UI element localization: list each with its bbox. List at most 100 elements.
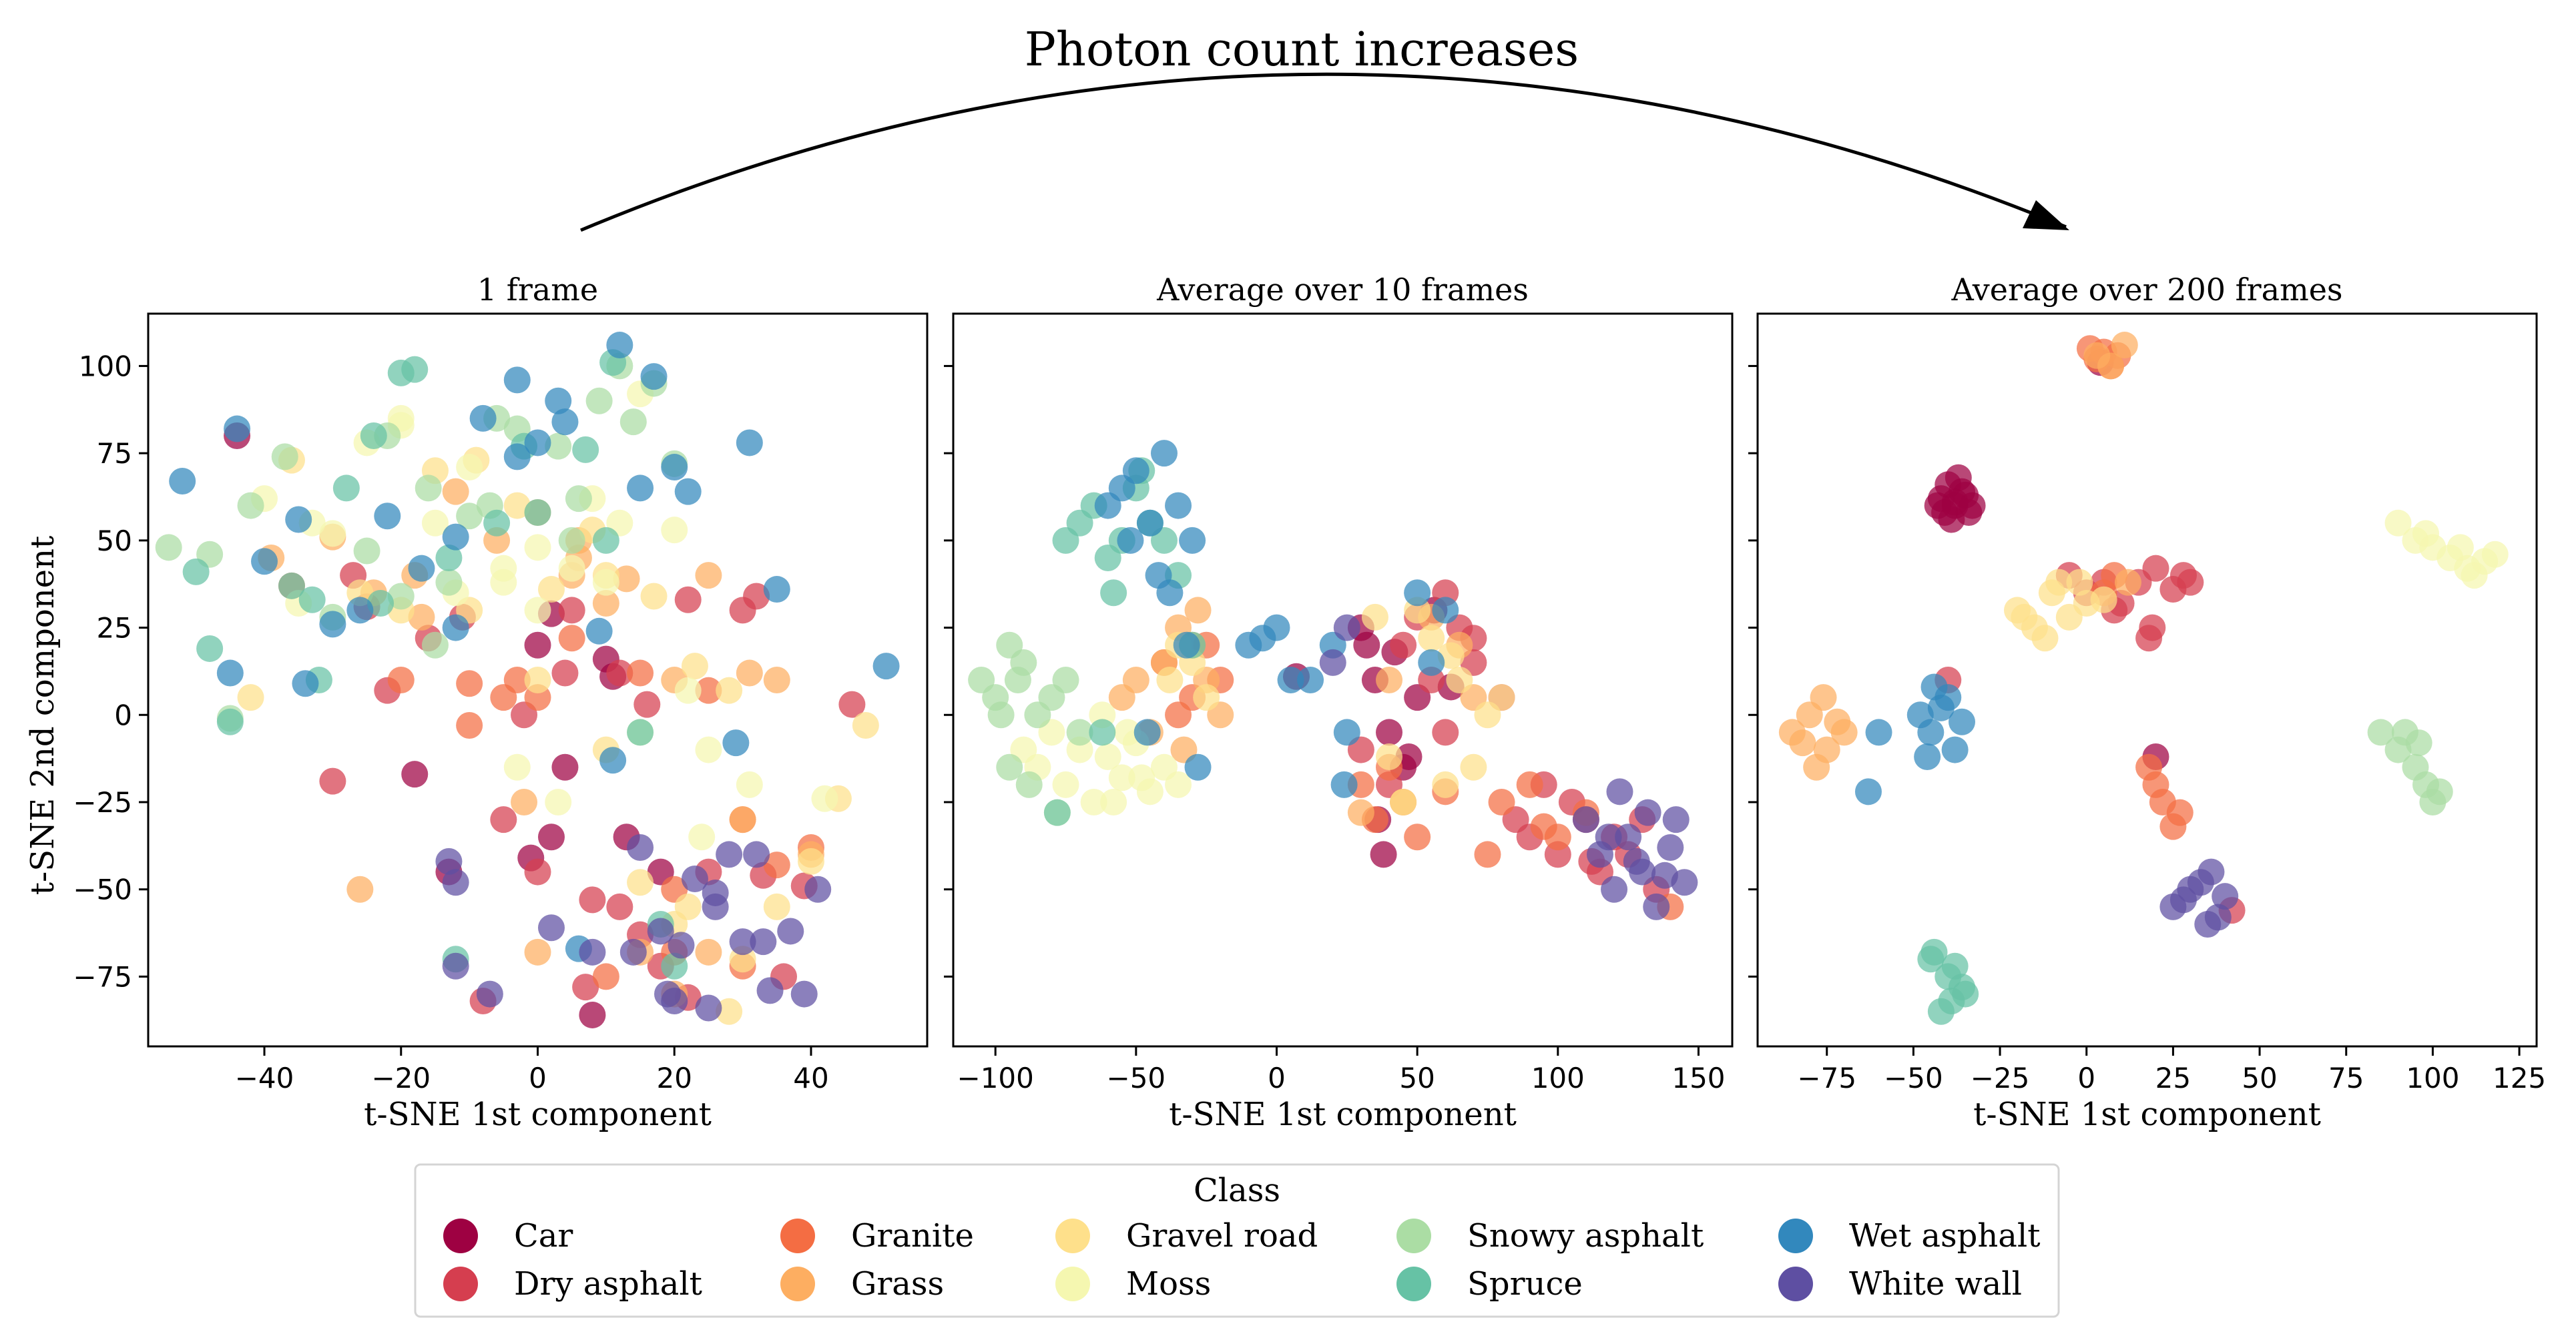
x-tick-label: 40 bbox=[793, 1062, 828, 1094]
data-point bbox=[537, 576, 565, 603]
x-tick-label: 0 bbox=[2077, 1062, 2095, 1094]
data-point bbox=[2111, 332, 2138, 359]
legend-title: Class bbox=[1194, 1172, 1280, 1209]
x-tick-label: 75 bbox=[2328, 1062, 2364, 1094]
data-point bbox=[1249, 625, 1276, 652]
data-point bbox=[524, 534, 551, 561]
data-point bbox=[1114, 719, 1141, 746]
data-point bbox=[332, 474, 360, 502]
data-point bbox=[729, 928, 756, 956]
data-point bbox=[421, 509, 449, 537]
data-point bbox=[169, 467, 196, 494]
data-point bbox=[1941, 736, 1969, 763]
data-point bbox=[1108, 764, 1135, 791]
data-point bbox=[1623, 848, 1650, 875]
data-point bbox=[2412, 520, 2440, 547]
data-point bbox=[1949, 708, 1976, 735]
data-point bbox=[216, 659, 244, 687]
data-point bbox=[838, 691, 866, 718]
points-group bbox=[968, 440, 1698, 920]
data-point bbox=[872, 653, 900, 680]
data-point bbox=[1390, 789, 1417, 815]
data-point bbox=[2045, 569, 2073, 596]
data-point bbox=[1516, 771, 1543, 798]
data-point bbox=[1100, 579, 1127, 607]
x-tick-label: 20 bbox=[657, 1062, 692, 1094]
data-point bbox=[442, 869, 469, 896]
data-point bbox=[804, 876, 832, 903]
data-point bbox=[524, 938, 551, 966]
data-point bbox=[2461, 562, 2488, 589]
data-point bbox=[1606, 778, 1633, 805]
data-point bbox=[579, 1001, 606, 1028]
data-point bbox=[2169, 562, 2197, 589]
y-tick-label: 75 bbox=[97, 437, 132, 470]
legend-marker bbox=[1778, 1219, 1813, 1253]
y-tick-label: −75 bbox=[73, 960, 132, 993]
x-axis-label: t-SNE 1st component bbox=[1973, 1096, 2321, 1133]
data-point bbox=[592, 527, 619, 554]
x-tick-label: −40 bbox=[235, 1062, 294, 1094]
data-point bbox=[182, 558, 210, 585]
data-point bbox=[695, 677, 722, 704]
x-tick-label: −50 bbox=[1884, 1062, 1943, 1094]
data-point bbox=[1094, 743, 1121, 771]
legend-label: Granite bbox=[851, 1217, 974, 1255]
data-point bbox=[456, 454, 483, 481]
data-point bbox=[1595, 823, 1622, 851]
data-point bbox=[716, 998, 743, 1025]
data-point bbox=[592, 589, 619, 617]
data-point bbox=[558, 555, 585, 582]
data-point bbox=[627, 833, 654, 861]
data-point bbox=[1156, 579, 1184, 607]
data-point bbox=[1651, 862, 1678, 889]
data-point bbox=[1156, 667, 1184, 693]
data-point bbox=[1133, 719, 1161, 746]
x-tick-label: −25 bbox=[1971, 1062, 2030, 1094]
legend-marker bbox=[780, 1219, 815, 1253]
data-point bbox=[1530, 813, 1557, 840]
data-point bbox=[2031, 625, 2059, 652]
data-point bbox=[537, 914, 565, 942]
data-point bbox=[565, 485, 592, 513]
data-point bbox=[524, 858, 551, 886]
legend-marker bbox=[1055, 1267, 1090, 1301]
data-point bbox=[1865, 719, 1892, 746]
points-group bbox=[155, 332, 900, 1028]
data-point bbox=[408, 555, 435, 582]
data-point bbox=[2367, 719, 2394, 746]
data-point bbox=[1404, 823, 1431, 851]
x-tick-label: 125 bbox=[2493, 1062, 2546, 1094]
data-point bbox=[155, 534, 182, 561]
data-point bbox=[2169, 886, 2197, 914]
data-point bbox=[2198, 858, 2225, 886]
data-point bbox=[490, 555, 517, 582]
data-point bbox=[585, 387, 613, 414]
data-point bbox=[558, 527, 585, 554]
data-point bbox=[1066, 719, 1093, 746]
x-tick-label: −20 bbox=[371, 1062, 431, 1094]
data-point bbox=[456, 670, 483, 697]
data-point bbox=[524, 631, 551, 659]
data-point bbox=[606, 332, 633, 359]
annotation-arrow bbox=[580, 72, 2067, 232]
legend-label: Snowy asphalt bbox=[1467, 1217, 1704, 1255]
data-point bbox=[551, 659, 579, 687]
data-point bbox=[606, 659, 633, 687]
data-point bbox=[627, 719, 654, 746]
y-tick-label: −25 bbox=[73, 786, 132, 819]
data-point bbox=[1662, 806, 1690, 833]
data-point bbox=[503, 753, 531, 781]
data-point bbox=[251, 548, 278, 575]
data-point bbox=[572, 436, 599, 463]
data-point bbox=[319, 520, 346, 547]
panel-title: Average over 200 frames bbox=[1951, 272, 2342, 308]
data-point bbox=[1432, 771, 1459, 798]
data-point bbox=[346, 597, 374, 624]
data-point bbox=[2114, 569, 2141, 596]
legend-label: Moss bbox=[1126, 1265, 1211, 1303]
data-point bbox=[640, 363, 668, 390]
data-point bbox=[456, 503, 483, 530]
data-point bbox=[360, 422, 387, 449]
data-point bbox=[551, 753, 579, 781]
